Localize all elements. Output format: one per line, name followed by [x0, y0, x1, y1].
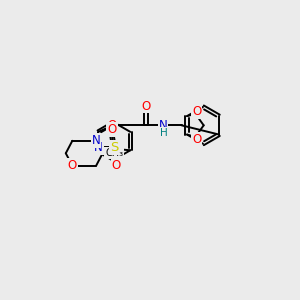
Text: O: O — [192, 133, 201, 146]
Text: H: H — [160, 128, 168, 138]
Text: N: N — [94, 141, 103, 154]
Text: N: N — [92, 134, 100, 147]
Text: CH₃: CH₃ — [105, 148, 123, 158]
Text: S: S — [110, 141, 118, 154]
Text: O: O — [141, 100, 151, 112]
Text: O: O — [68, 159, 77, 172]
Text: O: O — [192, 105, 201, 118]
Text: O: O — [107, 123, 116, 136]
Text: N: N — [159, 119, 167, 132]
Text: O: O — [112, 159, 121, 172]
Text: O: O — [108, 119, 117, 132]
